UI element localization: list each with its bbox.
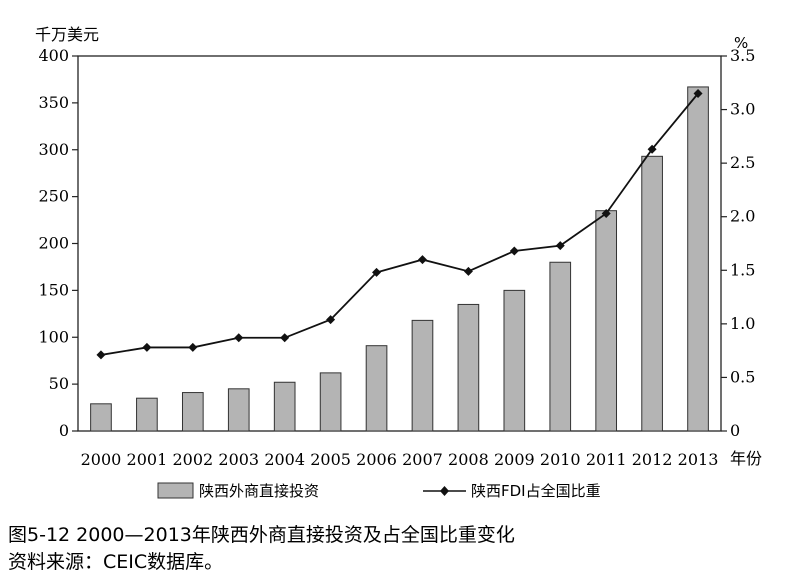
bar [457,303,480,432]
left-axis-tick-label: 400 [38,46,69,65]
x-axis-tick-label: 2012 [632,450,673,469]
right-axis-tick-label: 0.5 [730,367,755,386]
legend-bar-label: 陕西外商直接投资 [199,482,319,500]
line-point [234,333,244,343]
source-note: 资料来源：CEIC数据库。 [8,551,224,573]
right-axis-tick-label: 3.5 [730,46,755,65]
right-axis-unit: % [734,34,748,52]
line-series [96,89,703,360]
bar [227,388,250,432]
x-axis-unit: 年份 [730,449,762,468]
line-point [601,209,611,218]
left-axis-tick-label: 50 [49,374,69,393]
legend-line-label: 陕西FDI占全国比重 [471,482,601,500]
bar [687,86,709,432]
right-axis-tick-label: 1.0 [730,314,755,333]
plot-frame [77,55,722,432]
line-point [647,144,657,154]
x-axis-tick-label: 2011 [586,450,627,469]
bar [319,372,342,432]
line-point [463,266,473,276]
x-axis-tick-label: 2006 [356,450,397,469]
line-point [417,255,427,265]
legend: 陕西外商直接投资 陕西FDI占全国比重 [157,482,601,500]
line-point [188,342,198,352]
right-axis-tick-label: 1.5 [730,260,755,279]
left-axis-tick-label: 350 [38,93,69,112]
bar [273,381,296,432]
left-axis-tick-label: 250 [38,187,69,206]
bar [549,261,572,432]
share-line [100,92,699,356]
legend-bar-swatch [157,482,194,499]
line-point [509,246,519,256]
right-axis-tick-label: 3.0 [730,100,755,119]
line-point [96,350,106,360]
line-point [326,315,336,325]
left-axis-tick-label: 300 [38,140,69,159]
x-axis-tick-label: 2005 [310,450,351,469]
right-axis-tick-label: 0 [730,421,740,440]
left-axis: 0 50 100 150 200 250 300 350 400 [38,46,78,440]
x-axis-tick-label: 2009 [494,450,535,469]
line-point [280,333,290,343]
x-axis-tick-label: 2002 [172,450,213,469]
left-axis-tick-label: 200 [38,234,69,253]
x-axis-tick-label: 2001 [127,450,168,469]
legend-line-marker [440,486,449,496]
bar [641,155,663,432]
x-axis-tick-label: 2007 [402,450,443,469]
bar [365,345,388,432]
x-axis-tick-label: 2003 [218,450,259,469]
bar [503,289,526,432]
x-axis-tick-label: 2010 [540,450,581,469]
left-axis-tick-label: 100 [38,327,69,346]
left-axis-unit: 千万美元 [35,25,99,44]
bar [181,392,204,432]
x-axis-tick-label: 2000 [81,450,122,469]
right-axis-tick-label: 2.0 [730,207,755,226]
line-point [693,89,703,98]
left-axis-tick-label: 150 [38,280,69,299]
bar [595,210,618,432]
bar [90,403,112,432]
figure-caption: 图5-12 2000—2013年陕西外商直接投资及占全国比重变化 [8,524,515,546]
right-axis-tick-label: 2.5 [730,153,755,172]
line-point [555,241,565,251]
bar-series [90,86,709,432]
left-axis-tick-label: 0 [59,421,69,440]
x-axis-tick-label: 2008 [448,450,489,469]
x-axis: 2000 2001 2002 2003 2004 2005 2006 2007 2008 2009… [81,450,719,469]
x-axis-tick-label: 2013 [678,450,719,469]
line-point [372,267,382,277]
bar [136,397,158,432]
line-point [142,342,152,352]
chart: 0 50 100 150 200 250 300 350 400 0 0.5 1.0 1.5 2.0 2.… [35,25,762,500]
x-axis-tick-label: 2004 [264,450,305,469]
bar [411,319,434,432]
right-axis: 0 0.5 1.0 1.5 2.0 2.5 3.0 3.5 [721,46,755,440]
